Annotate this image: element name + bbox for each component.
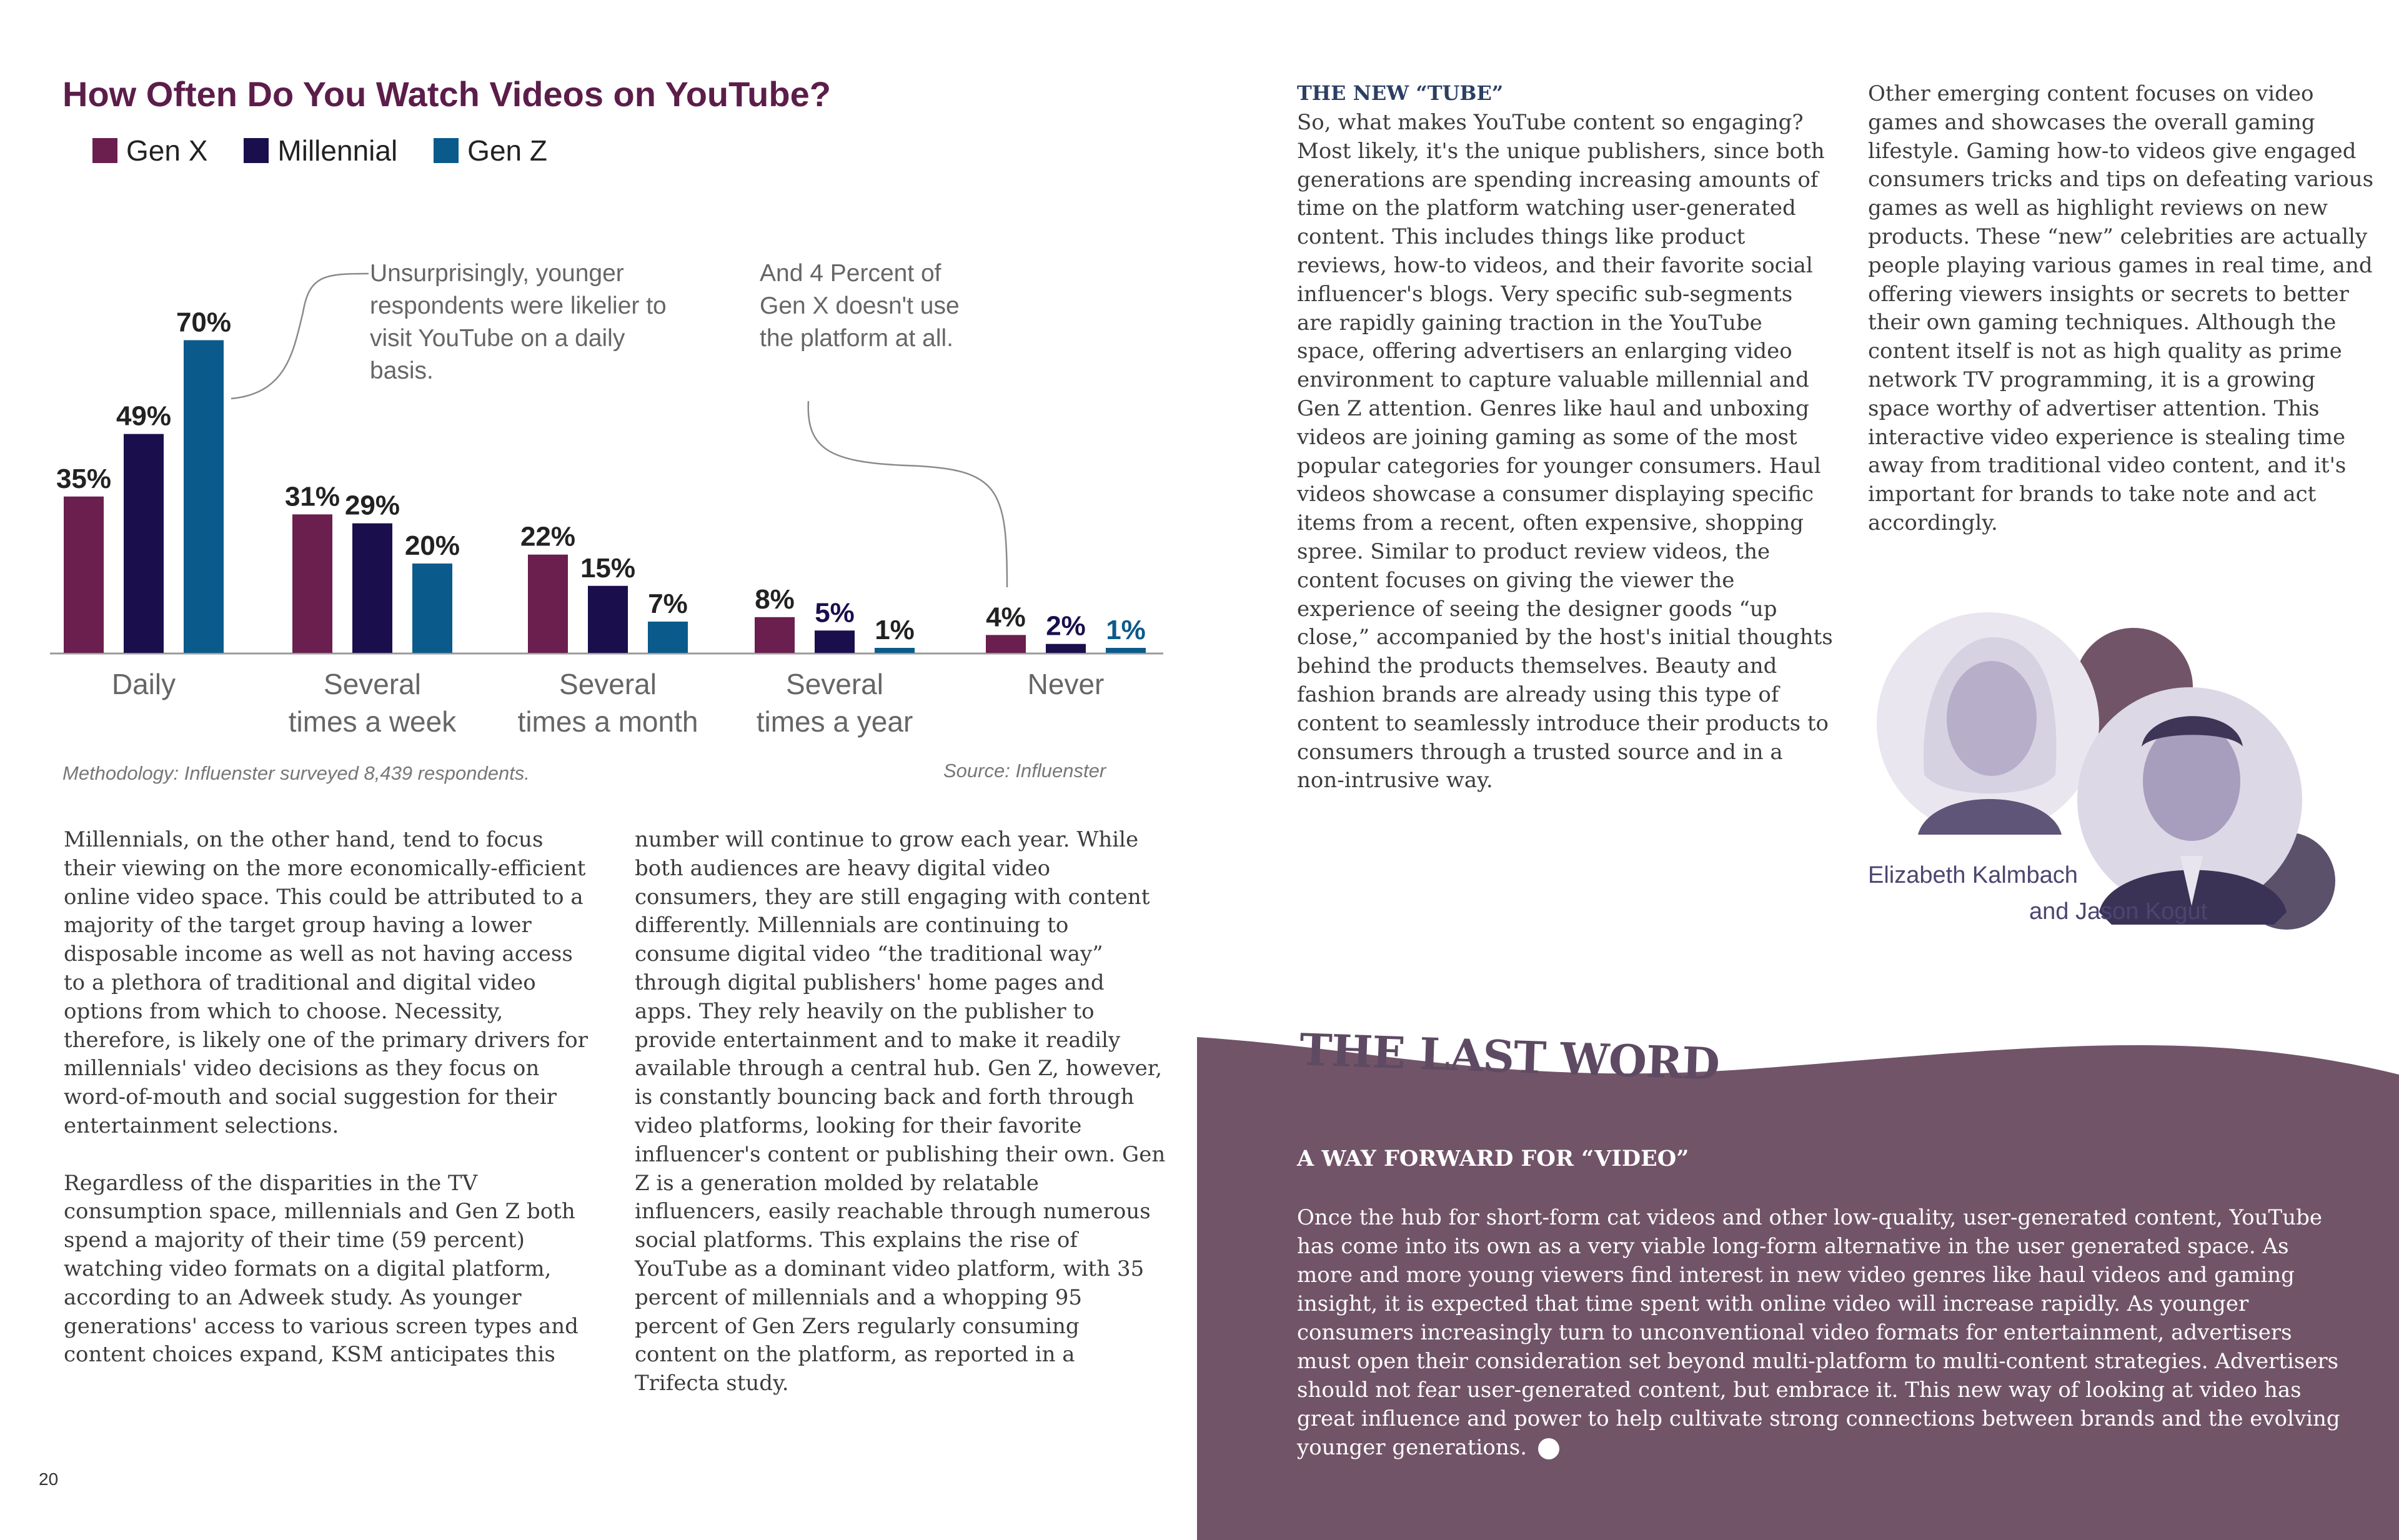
body-column-4: Other emerging content focuses on video … bbox=[1868, 80, 2380, 538]
legend-swatch-gen-z bbox=[434, 138, 459, 163]
bar-gen-x-2 bbox=[528, 554, 568, 653]
annotation-connector-1 bbox=[231, 272, 369, 400]
data-label-millennial-1: 29% bbox=[345, 490, 400, 521]
category-label-3: Several times a year bbox=[716, 665, 953, 740]
legend-swatch-gen-x bbox=[92, 138, 117, 163]
bar-chart: 35% 49% 70% 31% 29%20% 22%15% 7% 8% 5% 1% 4% 2% 1% bbox=[50, 272, 1163, 655]
data-label-gen-z-3: 1% bbox=[875, 615, 915, 645]
last-word-text: Once the hub for short-form cat videos a… bbox=[1297, 1205, 2340, 1460]
category-label-1: Several times a week bbox=[254, 665, 491, 740]
bar-millennial-4 bbox=[1046, 643, 1086, 653]
bar-gen-x-0 bbox=[64, 496, 104, 653]
legend-item-gen-x: Gen X bbox=[92, 134, 207, 167]
data-label-gen-z-1: 20% bbox=[405, 530, 460, 561]
category-label-line: times a week bbox=[288, 705, 457, 738]
category-label-line: times a year bbox=[756, 705, 913, 738]
author-name-2: and Jason Kogut bbox=[2029, 898, 2208, 925]
legend-item-millennial: Millennial bbox=[244, 134, 397, 167]
data-label-gen-x-2: 22% bbox=[520, 522, 575, 552]
data-label-gen-x-4: 4% bbox=[986, 602, 1026, 632]
body-column-3: So, what makes YouTube content so engagi… bbox=[1297, 109, 1834, 795]
bar-gen-z-2 bbox=[648, 621, 688, 653]
chart-legend: Gen X Millennial Gen Z bbox=[92, 134, 547, 167]
last-word-body: Once the hub for short-form cat videos a… bbox=[1297, 1203, 2347, 1462]
author-portraits bbox=[1877, 612, 2335, 930]
bar-gen-x-1 bbox=[292, 514, 332, 653]
data-label-millennial-4: 2% bbox=[1046, 611, 1086, 642]
body-paragraph: number will continue to grow each year. … bbox=[635, 827, 1166, 1396]
end-mark-dot bbox=[1538, 1438, 1560, 1459]
category-label-4: Never bbox=[947, 665, 1185, 703]
chart-annotation-daily: Unsurprisingly, younger respondents were… bbox=[370, 260, 667, 384]
category-label-line: Daily bbox=[111, 668, 176, 700]
category-label-line: Several bbox=[324, 668, 421, 700]
data-label-millennial-0: 49% bbox=[116, 401, 171, 432]
chart-title: How Often Do You Watch Videos on YouTube… bbox=[62, 74, 831, 114]
chart-methodology: Methodology: Influenster surveyed 8,439 … bbox=[62, 762, 530, 784]
data-label-millennial-2: 15% bbox=[580, 553, 635, 584]
bar-millennial-1 bbox=[352, 523, 392, 653]
bar-millennial-0 bbox=[124, 434, 164, 653]
last-word-subtitle: A WAY FORWARD FOR “VIDEO” bbox=[1297, 1146, 1689, 1171]
data-label-gen-x-3: 8% bbox=[755, 584, 795, 615]
category-label-2: Several times a month bbox=[489, 665, 727, 740]
bar-gen-x-3 bbox=[755, 617, 795, 653]
bar-gen-x-4 bbox=[986, 635, 1026, 653]
category-label-line: Several bbox=[786, 668, 883, 700]
section-heading-new-tube: THE NEW “TUBE” bbox=[1297, 81, 1504, 105]
legend-item-gen-z: Gen Z bbox=[434, 134, 547, 167]
bar-millennial-3 bbox=[815, 630, 855, 653]
body-column-2: number will continue to grow each year. … bbox=[635, 826, 1166, 1398]
body-paragraph: So, what makes YouTube content so engagi… bbox=[1297, 110, 1833, 793]
data-label-gen-z-0: 70% bbox=[176, 307, 231, 338]
bar-gen-z-0 bbox=[184, 340, 224, 653]
portrait-jason-kogut bbox=[2077, 687, 2302, 925]
data-label-gen-z-4: 1% bbox=[1106, 615, 1146, 645]
bar-gen-z-4 bbox=[1106, 648, 1146, 653]
category-label-line: Never bbox=[1027, 668, 1105, 700]
bar-millennial-2 bbox=[588, 585, 628, 653]
legend-label-gen-z: Gen Z bbox=[467, 134, 547, 167]
chart-source: Source: Influenster bbox=[943, 760, 1106, 782]
legend-swatch-millennial bbox=[244, 138, 269, 163]
data-label-millennial-3: 5% bbox=[815, 597, 855, 628]
body-paragraph: Millennials, on the other hand, tend to … bbox=[64, 827, 588, 1138]
legend-label-millennial: Millennial bbox=[277, 134, 398, 167]
portrait-elizabeth-kalmbach bbox=[1877, 612, 2099, 835]
body-paragraph: Regardless of the disparities in the TV … bbox=[64, 1170, 579, 1368]
body-column-1: Millennials, on the other hand, tend to … bbox=[64, 826, 589, 1369]
data-label-gen-z-2: 7% bbox=[648, 589, 688, 619]
bar-gen-z-1 bbox=[412, 564, 452, 653]
body-paragraph: Other emerging content focuses on video … bbox=[1868, 81, 2374, 535]
legend-label-gen-x: Gen X bbox=[126, 134, 208, 167]
category-label-line: times a month bbox=[517, 705, 698, 738]
category-label-line: Several bbox=[559, 668, 657, 700]
annotation-connector-2 bbox=[807, 400, 1008, 588]
chart-annotation-never: And 4 Percent of Gen X doesn't use the p… bbox=[760, 260, 960, 352]
bar-gen-z-3 bbox=[875, 648, 915, 653]
last-word-panel bbox=[1197, 1037, 2399, 1540]
category-label-0: Daily bbox=[25, 665, 262, 703]
data-label-gen-x-0: 35% bbox=[56, 464, 111, 494]
data-label-gen-x-1: 31% bbox=[285, 481, 340, 512]
author-name-1: Elizabeth Kalmbach bbox=[1868, 862, 2078, 888]
page-number: 20 bbox=[39, 1469, 59, 1489]
